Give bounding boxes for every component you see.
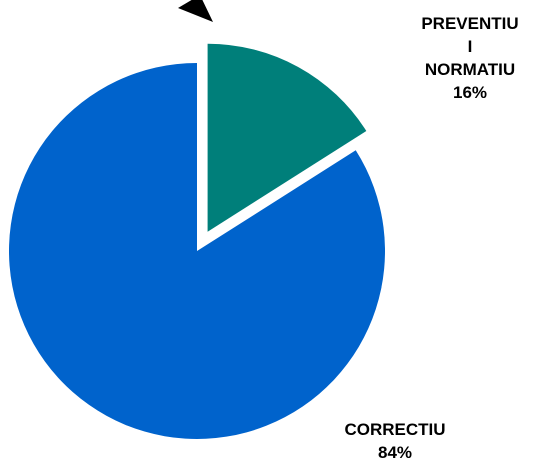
slice-label-correctiu-name: CORRECTIU — [344, 420, 446, 439]
leader-arrow-icon — [178, 0, 213, 22]
pie-slice-0 — [207, 43, 367, 232]
slice-label-preventiu-value: 16% — [452, 83, 488, 102]
pie-slice-1 — [8, 63, 386, 439]
slice-label-correctiu: CORRECTIU 84% — [330, 418, 460, 464]
slice-label-preventiu: PREVENTIU I NORMATIU 16% — [400, 12, 540, 104]
slice-label-correctiu-value: 84% — [377, 443, 413, 462]
slice-label-preventiu-line-1: PREVENTIU — [421, 14, 519, 33]
slice-label-preventiu-line-3: NORMATIU — [424, 60, 516, 79]
slice-label-preventiu-line-2: I — [467, 37, 473, 56]
